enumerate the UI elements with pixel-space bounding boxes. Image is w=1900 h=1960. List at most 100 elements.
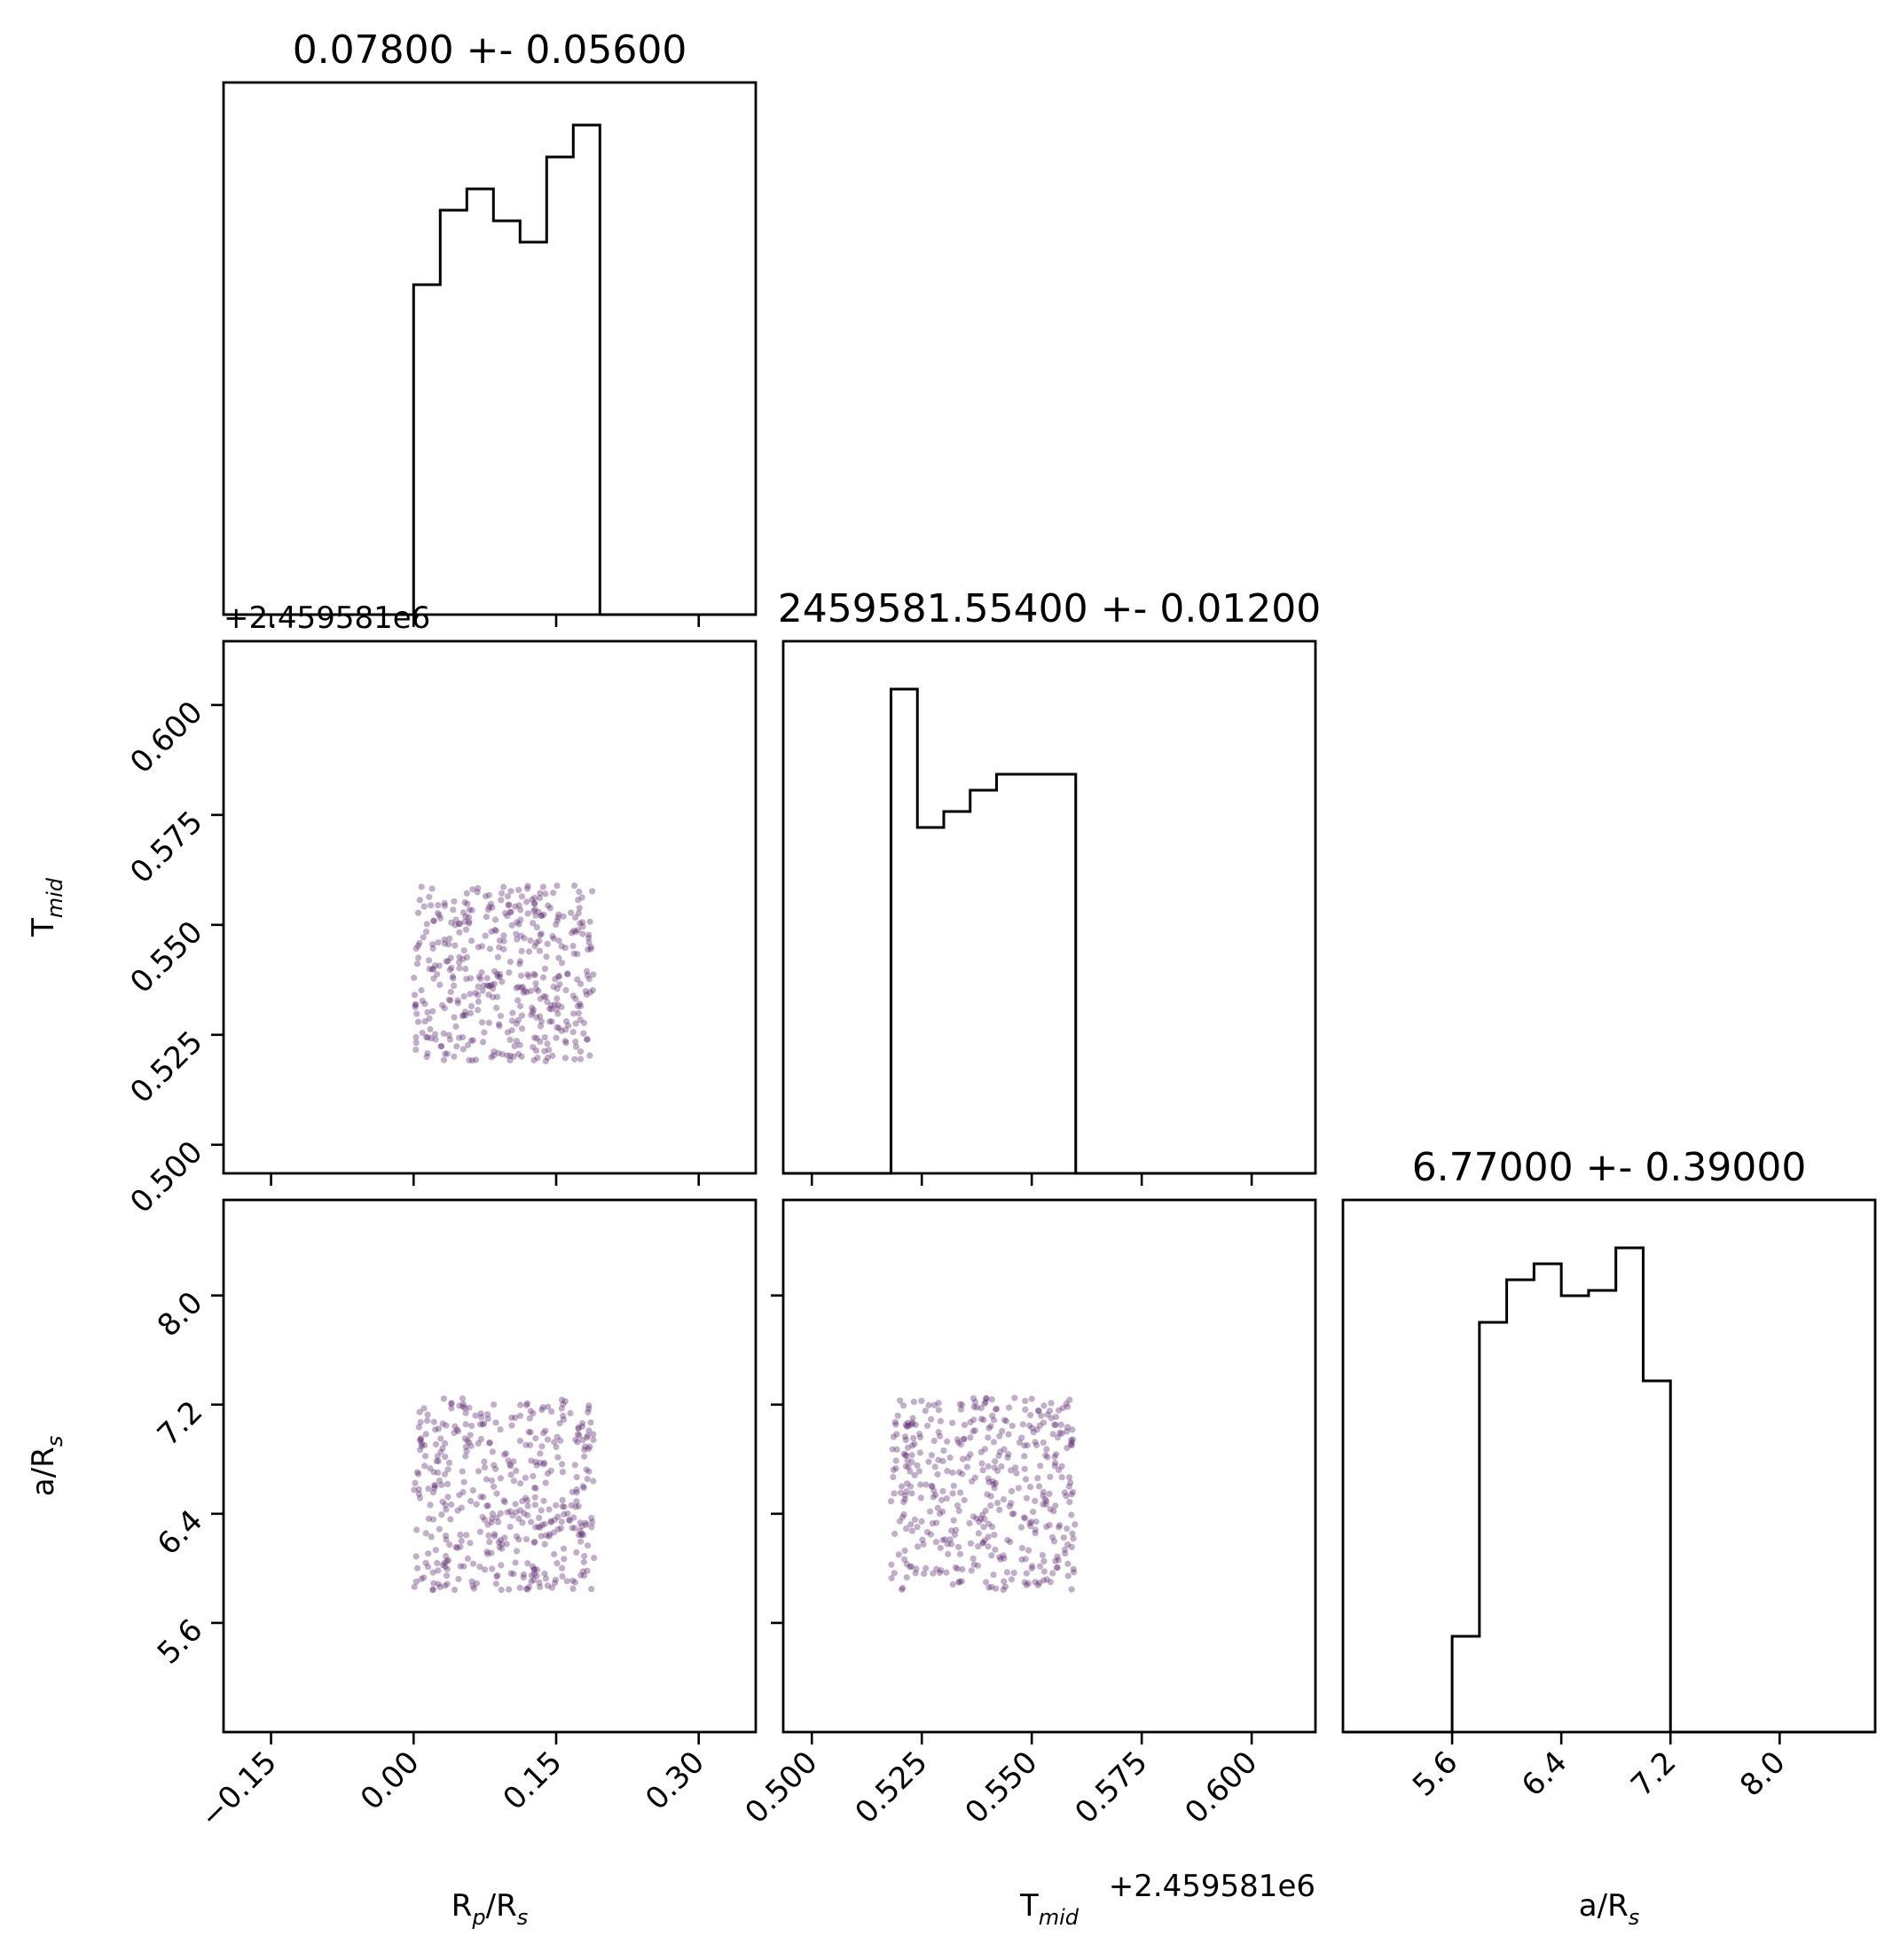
scatter-point [1027,1523,1034,1530]
scatter-point [516,1438,524,1445]
scatter-point [453,1544,461,1551]
scatter-point [469,1057,476,1064]
scatter-point [446,967,453,974]
scatter-point [902,1452,909,1459]
scatter-point [432,1036,439,1043]
scatter-point [486,945,494,953]
scatter-point [472,1412,479,1419]
scatter-point [547,1517,554,1525]
scatter-point [899,1514,907,1521]
scatter-point [577,1532,585,1539]
scatter-point [915,1543,922,1550]
scatter-point [1000,1552,1007,1559]
scatter-point [993,1585,1000,1592]
scatter-point [560,1545,568,1552]
scatter-point [957,1406,964,1413]
scatter-point [944,1438,951,1445]
scatter-point [533,1014,540,1021]
scatter-point [419,997,426,1005]
scatter-point [423,921,430,928]
scatter-point [552,1580,559,1587]
scatter-point [506,1586,513,1593]
scatter-point [429,1489,437,1496]
scatter-point [506,901,513,908]
scatter-point [578,1423,586,1431]
scatter-point [585,935,593,942]
scatter-point [955,1507,962,1515]
scatter-point [544,1054,552,1062]
scatter-point [530,1563,537,1570]
scatter-point [418,986,425,994]
scatter-point [429,1516,437,1523]
scatter-point [546,1047,553,1054]
scatter-point [491,916,499,923]
scatter-point [447,1516,454,1523]
scatter-point [582,1443,589,1450]
scatter-point [446,1541,453,1548]
scatter-point [554,995,561,1002]
scatter-point [584,1434,591,1441]
scatter-point [415,1018,422,1025]
scatter-point [415,1486,422,1493]
scatter-point [993,1500,1001,1507]
scatter-point [435,1458,442,1465]
y-tick-label-ars: 6.4 [151,1503,210,1563]
scatter-point [1009,1423,1016,1430]
scatter-point [1034,1581,1041,1588]
scatter-point [569,992,577,1000]
scatter-point [927,1531,934,1538]
scatter-point [931,1463,938,1470]
scatter-point [508,1422,515,1429]
scatter-point [416,1494,424,1501]
scatter-point [589,888,596,895]
scatter-point [498,1587,505,1594]
scatter-point [1046,1490,1053,1497]
scatter-point [532,1524,539,1531]
scatter-point [481,1458,488,1465]
scatter-point [507,908,514,915]
scatter-point [590,1437,597,1444]
scatter-point [421,1442,428,1449]
scatter-point [464,1555,472,1562]
scatter-point [562,1039,569,1047]
scatter-point [530,1571,538,1578]
scatter-point [533,1572,540,1580]
scatter-point [489,904,496,911]
scatter-point [507,888,514,895]
scatter-point [490,1052,498,1059]
scatter-point [907,1468,914,1475]
scatter-point [444,1480,451,1487]
scatter-point [908,1419,915,1426]
scatter-point [559,1572,566,1580]
scatter-point [422,1559,429,1566]
scatter-point [512,903,519,910]
scatter-point [431,1482,439,1489]
scatter-point [531,1501,539,1509]
x-tick-label-rp: 0.00 [354,1744,427,1817]
scatter-point [415,1470,422,1478]
scatter-point [481,1420,488,1427]
scatter-point [571,882,578,890]
scatter-point [569,1525,576,1532]
scatter-point [1048,1533,1056,1541]
scatter-point [979,1467,986,1474]
scatter-point [923,1481,930,1488]
scatter-point [903,1525,910,1533]
scatter-point [557,1525,565,1532]
scatter-point [926,1508,934,1515]
scatter-point [411,992,419,999]
scatter-point [461,918,468,925]
scatter-point [549,933,556,940]
scatter-point [985,1533,992,1541]
scatter-point [502,1450,510,1457]
scatter-point [522,1474,529,1481]
scatter-point [981,1516,988,1523]
scatter-point [579,930,586,937]
scatter-point [451,1587,459,1594]
scatter-point [900,1511,907,1518]
scatter-point [467,975,475,982]
scatter-point [426,965,433,972]
scatter-point [555,972,562,980]
scatter-point [548,1584,555,1591]
scatter-point [516,1041,523,1048]
